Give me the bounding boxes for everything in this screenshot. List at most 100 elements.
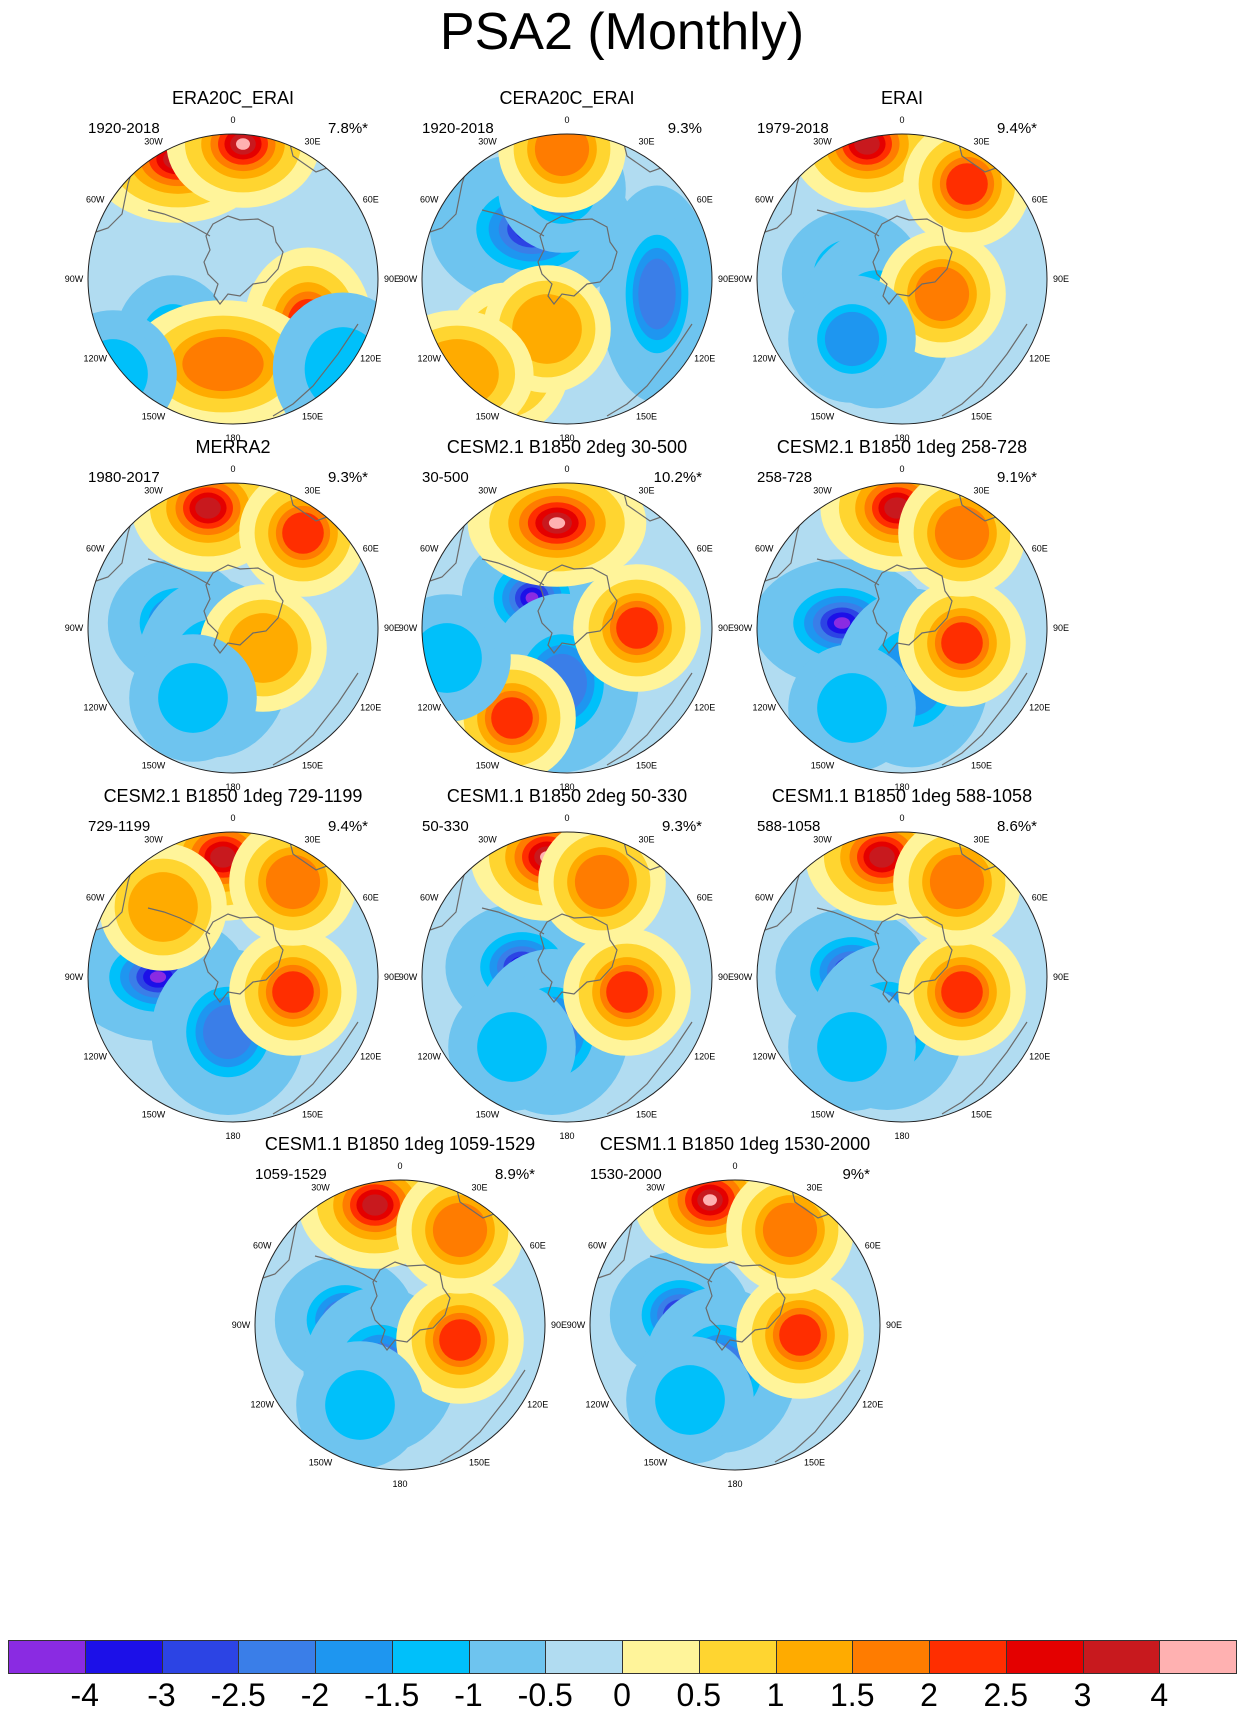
colorbar-bin [161,1640,240,1674]
lon-label: 30W [144,834,163,844]
lon-label: 120E [694,703,715,713]
map-panel: CERA20C_ERAI 1920-2018 9.3% 0 30E 60E 90E 120E 1… [399,88,734,443]
map-panel: ERAI 1979-2018 9.4%* 0 30E 60E 90E 120E 150E 180 1… [734,88,1069,443]
colorbar-tick-label: -2.5 [210,1677,266,1713]
lon-label: 150E [469,1458,490,1468]
australia-outline [272,672,359,766]
colorbar-tick-label: 1.5 [830,1677,875,1713]
lon-label: 30E [471,1182,487,1192]
lon-label: 30E [638,136,654,146]
map-boundary [421,133,713,425]
australia-outline [272,1021,359,1115]
panel-title: CESM1.1 B1850 1deg 1059-1529 [264,1134,536,1154]
antarctica-outline [203,564,284,654]
lon-label: 120W [753,703,777,713]
lon-label: 120W [586,1400,610,1410]
lon-label: 60W [420,195,439,205]
lon-label: 30W [311,1182,330,1192]
peninsula-outline [816,209,880,237]
polar-map: 0 30E 60E 90E 120E 150E 180 150W 120W 90W 60W 30W [65,813,400,1141]
anomaly-contour [325,1370,395,1440]
lon-label: 180 [225,433,240,443]
lon-label: 30E [304,136,320,146]
lon-label: 30W [478,136,497,146]
antarctica-outline [872,564,953,654]
lon-label: 60E [697,195,713,205]
colorbar-tick-label: 0 [613,1677,631,1713]
colorbar-bin [8,1640,86,1674]
polar-map: 0 30E 60E 90E 120E 150E 180 150W 120W 90W 60W 30W [399,115,734,443]
lon-label: 150W [142,1110,166,1120]
lon-label: 60E [363,195,379,205]
anomaly-contour [817,1012,887,1082]
colorbar-bin [852,1640,930,1674]
anomaly-contour [929,854,985,910]
lon-label: 0 [564,813,569,823]
lon-label: 150E [302,761,323,771]
lon-label: 0 [230,115,235,125]
australia-outline [606,672,693,766]
anomaly-contour [439,1319,481,1361]
map-boundary [421,482,713,774]
lon-label: 60W [86,544,105,554]
colorbar-bin [698,1640,777,1674]
panel-variance: 7.8%* [327,120,368,137]
panel-title: CERA20C_ERAI [499,88,635,108]
peninsula-outline [147,907,211,935]
anomaly-contour [128,872,198,942]
antarctica-outline [872,913,953,1003]
lon-label: 0 [564,115,569,125]
panel-title: CESM2.1 B1850 1deg 729-1199 [103,786,363,806]
lon-label: 60W [86,195,105,205]
lon-label: 90W [734,972,753,982]
map-panel: CESM2.1 B1850 2deg 30-500 30-500 10.2%* 0 30… [399,437,734,792]
antarctica-outline [705,1261,786,1351]
lon-label: 60E [363,893,379,903]
colorbar-tick-label: -2 [300,1677,330,1713]
lon-label: 90W [399,274,418,284]
lon-label: 90E [886,1320,902,1330]
anomaly-contour [869,846,895,868]
panel-variance: 8.6%* [996,818,1037,835]
lon-label: 30E [806,1182,822,1192]
lon-label: 90E [384,623,400,633]
anomaly-contour [914,266,970,322]
lon-label: 120E [694,354,715,364]
panel-variance: 8.9%* [494,1166,535,1183]
lon-label: 90W [399,623,418,633]
lon-label: 150W [811,1110,835,1120]
lon-label: 60E [1032,893,1048,903]
panel-variance: 9.3%* [327,469,368,486]
colorbar-bin [468,1640,547,1674]
map-boundary [87,831,379,1123]
lon-label: 0 [230,813,235,823]
australia-outline [941,1021,1028,1115]
panel-variance: 10.2%* [653,469,702,486]
antarctica-outline [537,564,618,654]
lon-label: 150E [636,761,657,771]
anomaly-contour [158,663,228,733]
lon-label: 90W [232,1320,251,1330]
anomaly-contour [182,336,264,392]
lon-label: 120E [1029,354,1050,364]
peninsula-outline [147,558,211,586]
anomaly-contour [606,971,648,1013]
lon-label: 60W [420,544,439,554]
colorbar-bin [391,1640,470,1674]
polar-map: 0 30E 60E 90E 120E 150E 180 150W 120W 90W 60W 30W [734,813,1069,1141]
lon-label: 180 [225,1131,240,1141]
anomaly-contour [88,339,148,409]
polar-map: 0 30E 60E 90E 120E 150E 180 150W 120W 90W 60W 30W [399,464,734,792]
anomaly-contour [512,294,582,364]
polar-map: 0 30E 60E 90E 120E 150E 180 150W 120W 90W 60W 30W [65,464,400,792]
anomaly-contour [548,517,566,529]
panel-variance: 9.3% [667,120,702,137]
peninsula-outline [816,558,880,586]
antarctica-outline [872,215,953,305]
anomaly-contour [477,1012,547,1082]
map-boundary [87,482,379,774]
peninsula-outline [147,209,211,237]
panel-variance: 9.1%* [996,469,1037,486]
lon-label: 30E [973,834,989,844]
lon-label: 60W [588,1241,607,1251]
